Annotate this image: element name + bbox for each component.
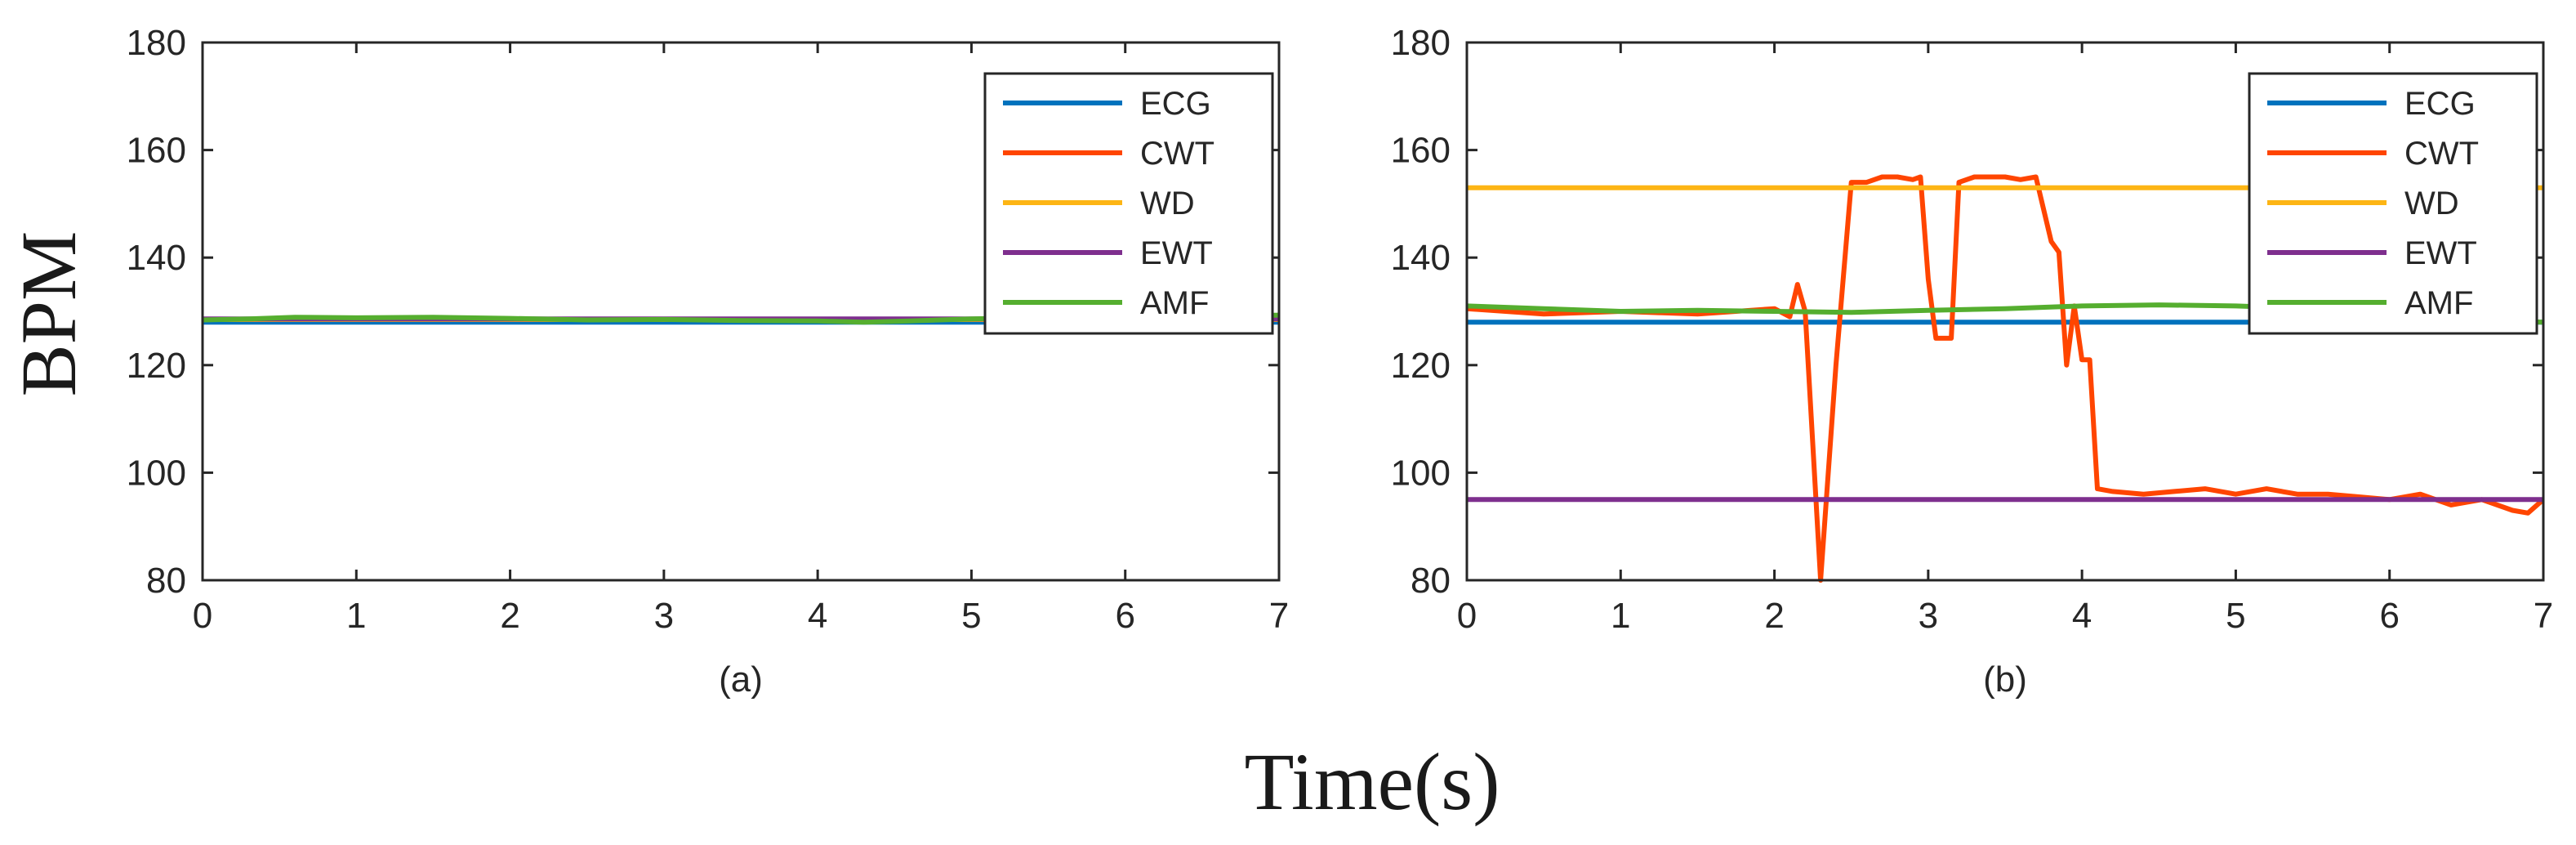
y-tick-label: 180 <box>1391 23 1451 63</box>
x-tick-label: 6 <box>1115 596 1134 636</box>
panel-b: 0 1 2 3 4 5 6 7 80 100 120 140 160 180 (b) ECG CWT WD EWT A… <box>1391 23 2554 700</box>
y-tick-label: 140 <box>1391 238 1451 278</box>
y-tick-label: 160 <box>1391 131 1451 171</box>
x-tick-label: 2 <box>500 596 519 636</box>
y-axis-title: BPM <box>5 231 92 397</box>
y-tick-label: 80 <box>1411 561 1451 601</box>
legend-label-ewt: EWT <box>2404 235 2477 271</box>
x-tick-label: 3 <box>654 596 674 636</box>
x-tick-label: 7 <box>2534 596 2553 636</box>
axes-box-a <box>201 41 1281 582</box>
y-tick-label: 180 <box>127 23 186 63</box>
y-tick-label: 140 <box>127 238 186 278</box>
panel-label-a: (a) <box>719 659 763 700</box>
x-tick-label: 1 <box>346 596 366 636</box>
x-tick-label: 4 <box>808 596 827 636</box>
x-tick-label: 4 <box>2072 596 2092 636</box>
x-tick-label: 3 <box>1919 596 1938 636</box>
x-tick-label: 0 <box>193 596 212 636</box>
series-line-cwt <box>1467 174 2543 583</box>
legend-label-ecg: ECG <box>2404 86 2476 122</box>
panel-a: 0 1 2 3 4 5 6 7 80 100 120 140 160 180 (a) ECG CWT WD EWT A… <box>127 23 1290 700</box>
x-tick-label: 2 <box>1764 596 1784 636</box>
legend-a: ECG CWT WD EWT AMF <box>983 72 1274 335</box>
legend-label-cwt: CWT <box>2404 136 2479 172</box>
legend-label-amf: AMF <box>2404 285 2473 321</box>
x-tick-label: 0 <box>1457 596 1477 636</box>
y-tick-label: 160 <box>127 131 186 171</box>
legend-b: ECG CWT WD EWT AMF <box>2248 72 2538 335</box>
x-axis-title: Time(s) <box>1244 736 1500 827</box>
x-tick-label: 7 <box>1269 596 1289 636</box>
x-tick-label: 5 <box>2226 596 2245 636</box>
y-tick-label: 100 <box>127 453 186 493</box>
y-tick-label: 80 <box>146 561 186 601</box>
axes-box-b <box>1465 41 2545 582</box>
y-tick-label: 120 <box>127 346 186 386</box>
legend-label-wd: WD <box>1140 186 1195 221</box>
x-tick-label: 6 <box>2379 596 2399 636</box>
legend-label-ecg: ECG <box>1140 86 1211 122</box>
panel-label-b: (b) <box>1983 659 2027 700</box>
legend-label-ewt: EWT <box>1140 235 1213 271</box>
y-tick-label: 100 <box>1391 453 1451 493</box>
legend-label-wd: WD <box>2404 186 2459 221</box>
x-tick-label: 5 <box>961 596 981 636</box>
y-tick-label: 120 <box>1391 346 1451 386</box>
legend-label-amf: AMF <box>1140 285 1209 321</box>
x-tick-label: 1 <box>1611 596 1630 636</box>
legend-label-cwt: CWT <box>1140 136 1214 172</box>
